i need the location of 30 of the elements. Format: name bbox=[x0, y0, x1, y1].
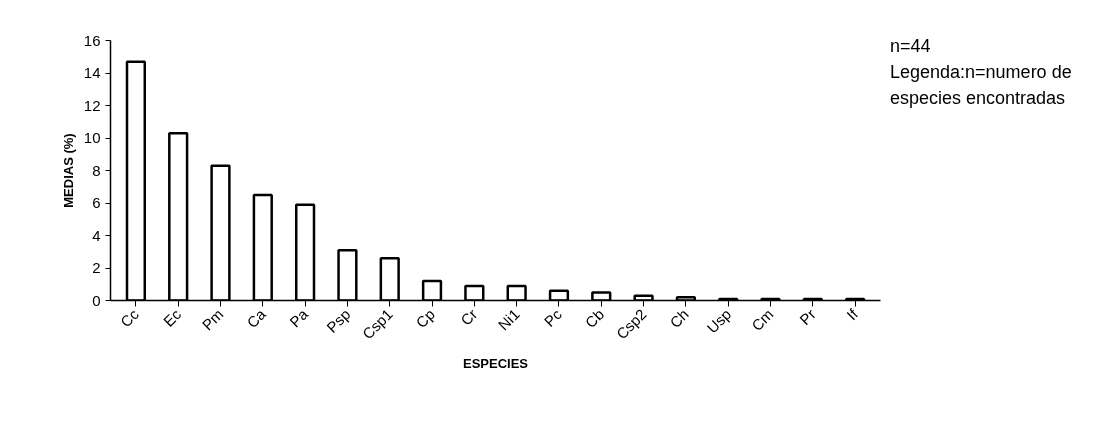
x-tick-label: Ni1 bbox=[494, 305, 523, 334]
text: Legenda:n=numero de bbox=[890, 61, 1072, 84]
y-tick-label: 10 bbox=[83, 129, 101, 146]
y-tick-label: 8 bbox=[92, 161, 101, 179]
x-tick-label: Ch bbox=[666, 305, 692, 332]
y-tick-label: 0 bbox=[92, 291, 101, 309]
x-tick-label: Pm bbox=[198, 305, 227, 334]
y-tick-label: 2 bbox=[92, 259, 101, 276]
x-tick-label: Pa bbox=[286, 305, 312, 331]
x-tick-label: Cb bbox=[581, 305, 608, 332]
x-tick-label: Pc bbox=[540, 305, 566, 330]
y-tick-label: 16 bbox=[83, 31, 101, 49]
x-tick-label: Ec bbox=[159, 305, 185, 330]
y-axis-title: MEDIAS (%) bbox=[60, 133, 76, 208]
x-tick-label: If bbox=[843, 304, 862, 324]
y-tick-label: 14 bbox=[83, 64, 101, 81]
x-tick-label: Cc bbox=[116, 305, 143, 331]
x-tick-label: Usp bbox=[703, 305, 735, 337]
y-tick-label: 12 bbox=[83, 96, 101, 114]
text: n=44 bbox=[890, 35, 932, 58]
y-tick-label: 4 bbox=[92, 226, 101, 244]
x-tick-label: Cm bbox=[747, 305, 777, 335]
x-tick-label: Cr bbox=[457, 305, 481, 329]
x-tick-label: Pr bbox=[796, 305, 819, 329]
x-tick-label: Cp bbox=[412, 305, 439, 332]
text: especies encontradas bbox=[890, 87, 1067, 110]
y-tick-label: 6 bbox=[92, 194, 101, 211]
x-tick-label: Ca bbox=[243, 305, 270, 332]
x-tick-label: Psp bbox=[323, 305, 354, 336]
x-axis-title: ESPECIES bbox=[462, 356, 529, 372]
